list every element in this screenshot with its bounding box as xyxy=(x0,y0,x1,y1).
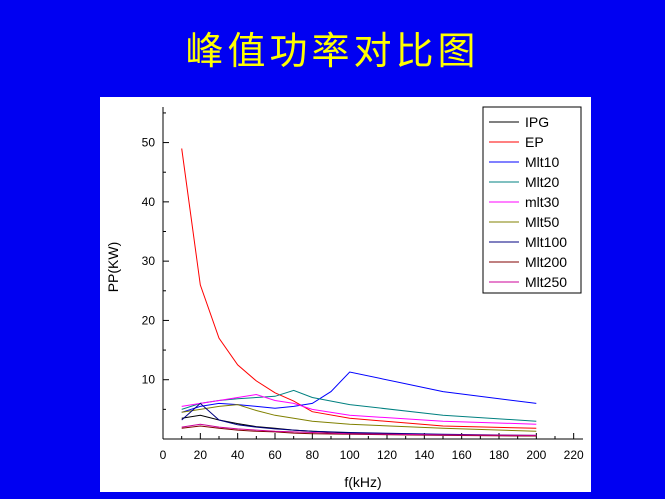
y-tick-label: 10 xyxy=(142,373,156,387)
x-tick-label: 0 xyxy=(160,448,167,462)
y-tick-label: 50 xyxy=(142,136,156,150)
line-chart: 0 20 40 60 80 100 120 140 160 180 200 220 10 20 30 40 50… xyxy=(105,106,584,490)
series-line-mlt10 xyxy=(181,371,537,413)
x-tick-label: 160 xyxy=(452,448,472,462)
x-axis-label: f(kHz) xyxy=(344,474,381,490)
series-line-mlt50 xyxy=(181,404,537,432)
legend-label: Mlt100 xyxy=(525,234,567,250)
legend-label: Mlt200 xyxy=(525,254,567,270)
chart-series xyxy=(181,148,537,437)
legend-label: Mlt50 xyxy=(525,214,559,230)
legend-label: mlt30 xyxy=(525,194,559,210)
y-tick-label: 40 xyxy=(142,195,156,209)
chart-axes xyxy=(162,107,583,440)
x-tick-label: 120 xyxy=(377,448,397,462)
x-tick-label: 20 xyxy=(194,448,208,462)
legend-label: Mlt250 xyxy=(525,274,567,290)
legend-label: Mlt10 xyxy=(525,154,559,170)
chart-legend: IPG EP Mlt10 Mlt20 mlt30 Mlt50 Mlt100 Mlt200 Mlt… xyxy=(482,106,582,294)
x-tick-label: 60 xyxy=(268,448,282,462)
chart-panel: 0 20 40 60 80 100 120 140 160 180 200 220 10 20 30 40 50… xyxy=(100,97,591,492)
legend-label: Mlt20 xyxy=(525,174,559,190)
y-tick-label: 20 xyxy=(142,313,156,327)
x-tick-label: 200 xyxy=(526,448,546,462)
x-tick-label: 40 xyxy=(231,448,245,462)
series-line-mlt250 xyxy=(181,423,537,436)
x-tick-label: 140 xyxy=(414,448,434,462)
legend-label: EP xyxy=(525,134,544,150)
series-line-ep xyxy=(181,148,537,429)
x-tick-label: 100 xyxy=(340,448,360,462)
y-tick-label: 30 xyxy=(142,254,156,268)
y-axis-label: PP(KW) xyxy=(105,242,121,293)
series-line-mlt20 xyxy=(181,389,537,422)
slide-title: 峰值功率对比图 xyxy=(185,29,480,73)
series-line-mlt100 xyxy=(181,402,537,436)
chart-ticks: 0 20 40 60 80 100 120 140 160 180 200 220 10 20 30 40 50 xyxy=(142,112,584,462)
x-tick-label: 80 xyxy=(306,448,320,462)
legend-label: IPG xyxy=(525,114,549,130)
x-tick-label: 180 xyxy=(489,448,509,462)
series-line-mlt200 xyxy=(181,425,537,437)
series-line-mlt30 xyxy=(181,393,537,425)
x-tick-label: 220 xyxy=(564,448,584,462)
